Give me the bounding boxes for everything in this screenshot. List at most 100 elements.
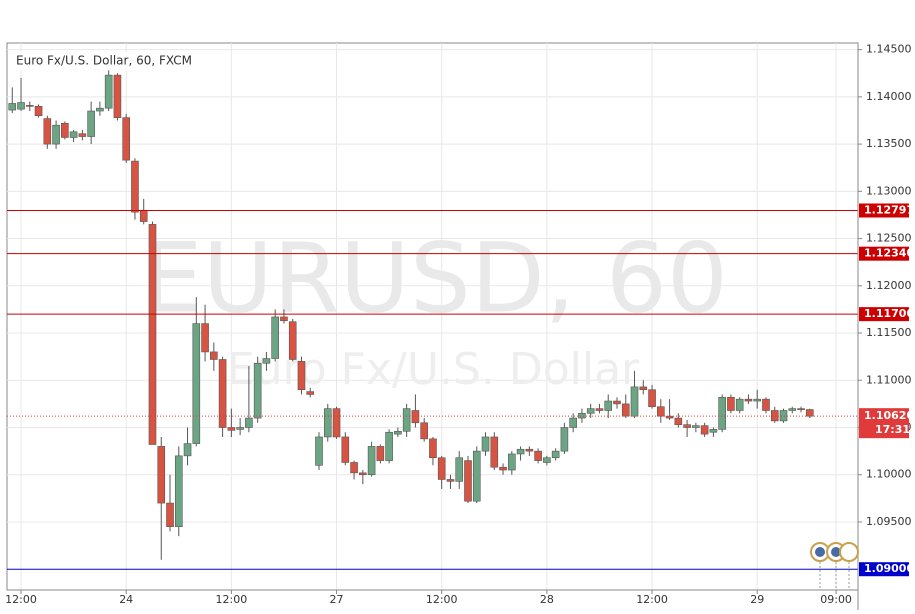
- last-price-label: 1.10620: [864, 409, 914, 422]
- candle-body: [306, 391, 315, 395]
- candle-body: [288, 321, 297, 360]
- candle-body: [210, 351, 218, 360]
- candle-body: [218, 359, 227, 428]
- candle-body: [481, 436, 490, 452]
- y-tick-label: 1.12000: [866, 279, 912, 292]
- candle-body: [604, 400, 613, 411]
- candle-body: [648, 389, 656, 408]
- x-tick-label: 12:00: [216, 593, 248, 606]
- level-tag: [859, 307, 909, 322]
- y-tick-label: 1.10000: [866, 468, 912, 481]
- candle-body: [253, 362, 262, 419]
- candle-body: [367, 446, 376, 476]
- level-label: 1.12797: [864, 204, 914, 217]
- candle-body: [516, 448, 525, 455]
- candle-body: [429, 438, 437, 459]
- candle-body: [560, 427, 569, 452]
- candle-body: [543, 457, 551, 463]
- candle-body: [437, 457, 446, 480]
- candle-body: [753, 398, 762, 402]
- candle-body: [192, 323, 201, 444]
- candle-body: [788, 408, 797, 411]
- candle-body: [122, 117, 130, 161]
- x-tick-label: 29: [750, 593, 764, 606]
- candle-body: [657, 406, 665, 417]
- candle-body: [455, 457, 464, 482]
- y-tick-label: 1.12500: [866, 232, 912, 245]
- y-tick-label: 1.14500: [866, 43, 912, 56]
- candle-body: [8, 103, 17, 111]
- candle-body: [692, 425, 700, 428]
- level-tag: [859, 562, 909, 577]
- chart-title: Euro Fx/U.S. Dollar, 60, FXCM: [16, 54, 192, 68]
- event-icons: [810, 542, 859, 590]
- grid: [7, 43, 858, 590]
- y-tick-label: 1.13000: [866, 184, 912, 197]
- candle-body: [700, 425, 709, 435]
- y-tick-label: 1.11500: [866, 326, 912, 339]
- candle-body: [385, 431, 393, 461]
- candle-body: [551, 450, 560, 459]
- candle-body: [578, 413, 586, 419]
- y-tick-label: 1.09500: [866, 515, 912, 528]
- candle-body: [148, 224, 157, 445]
- candle-body: [446, 479, 455, 482]
- candle-body: [280, 316, 288, 322]
- x-tick-label: 28: [540, 593, 554, 606]
- level-tag: [859, 203, 909, 218]
- candle-body: [595, 408, 604, 411]
- candle-body: [96, 107, 104, 112]
- candle-body: [402, 408, 411, 432]
- candle-body: [262, 358, 271, 364]
- candle-body: [472, 450, 481, 502]
- candle-body: [586, 408, 595, 414]
- candle-body: [569, 417, 577, 428]
- candle-body: [639, 386, 648, 391]
- candle-body: [332, 408, 341, 438]
- candle-body: [236, 427, 244, 430]
- candle-body: [420, 422, 428, 440]
- candle-body: [25, 105, 34, 107]
- candle-body: [665, 415, 674, 419]
- candle-body: [183, 443, 192, 457]
- candle-body: [78, 133, 87, 137]
- candle-body: [709, 429, 718, 433]
- candle-body: [271, 316, 279, 359]
- x-tick-label: 09:00: [820, 593, 852, 606]
- candle-body: [490, 436, 499, 468]
- candle-body: [805, 409, 814, 417]
- level-label: 1.12340: [864, 247, 914, 260]
- level-tag: [859, 246, 909, 261]
- candle-body: [718, 396, 726, 430]
- candle-body: [174, 455, 183, 528]
- y-tick-label: 1.14000: [866, 90, 912, 103]
- x-tick-label: 24: [119, 593, 133, 606]
- candle-body: [727, 396, 735, 411]
- candle-body: [376, 446, 385, 461]
- last-price-tag: [859, 408, 909, 439]
- candle-body: [113, 74, 122, 118]
- watermark-subtitle: Euro Fx/U.S. Dollar: [227, 344, 640, 395]
- candle-body: [166, 502, 174, 528]
- candle-body: [797, 408, 805, 410]
- candle-body: [104, 74, 113, 109]
- y-tick-label: 1.13500: [866, 137, 912, 150]
- candle-body: [34, 105, 43, 117]
- candle-body: [744, 398, 753, 402]
- candle-body: [297, 361, 306, 391]
- candle-body: [630, 386, 639, 417]
- candle-body: [245, 417, 253, 428]
- candle-body: [157, 446, 166, 504]
- plot-layer: [7, 70, 858, 570]
- candle-body: [315, 436, 323, 466]
- candle-body: [131, 160, 139, 213]
- title-bg: [14, 52, 194, 70]
- x-tick-label: 12:00: [636, 593, 668, 606]
- level-label: 1.11700: [864, 307, 914, 320]
- candle-body: [508, 453, 516, 471]
- candle-body: [43, 118, 52, 145]
- x-tick-label: 27: [330, 593, 344, 606]
- candle-body: [534, 450, 542, 461]
- candle-body: [394, 430, 402, 435]
